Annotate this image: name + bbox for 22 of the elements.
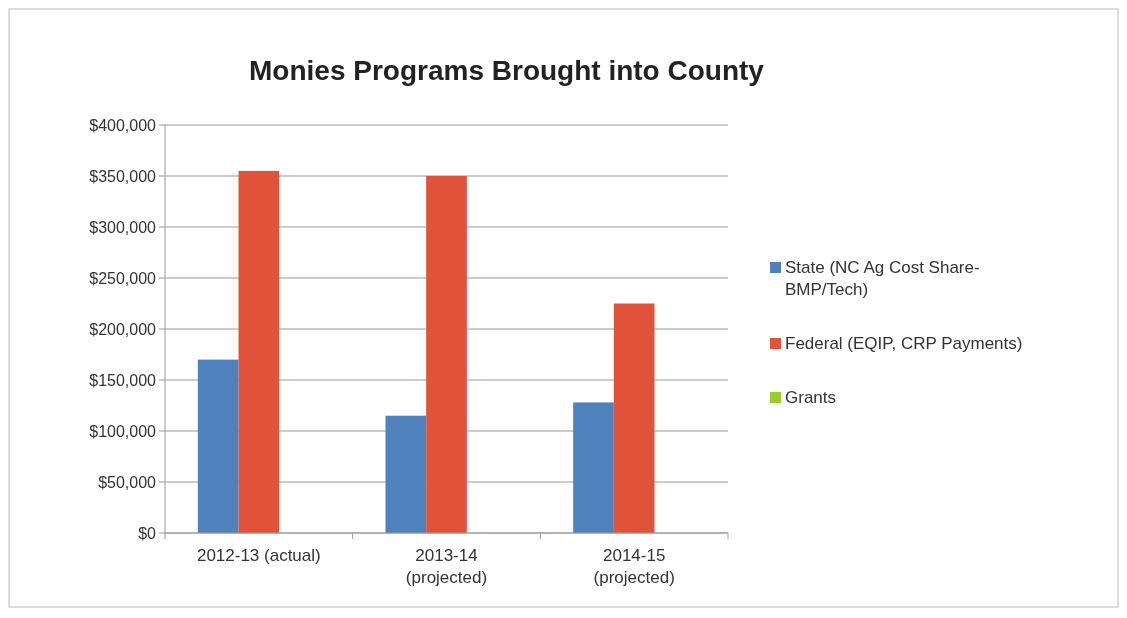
bar [197,359,239,533]
y-tick-label: $400,000 [89,116,157,134]
bar [385,415,427,533]
legend-label: Grants [785,388,837,407]
y-tick-label: $150,000 [89,371,157,389]
bar [573,402,614,533]
x-tick-label: 2013-14 (projected) [405,546,488,587]
bar [238,170,280,533]
x-tick-label: 2012-13 (actual) [196,546,321,565]
y-tick-label: $50,000 [98,473,157,491]
legend-label: Federal (EQIP, CRP Payments) [785,334,1023,353]
x-tick-label: 2014-15 (projected) [593,546,675,587]
y-tick-label: $200,000 [89,320,157,338]
y-tick-label: $0 [138,524,157,542]
y-tick-label: $100,000 [89,422,157,440]
y-tick-label: $250,000 [89,269,157,287]
chart-title: Monies Programs Brought into County [249,55,765,86]
y-tick-label: $350,000 [89,167,157,185]
y-tick-label: $300,000 [89,218,157,236]
bar [426,176,467,533]
bar [613,303,655,533]
legend-label: State (NC Ag Cost Share-BMP/Tech) [785,258,980,299]
